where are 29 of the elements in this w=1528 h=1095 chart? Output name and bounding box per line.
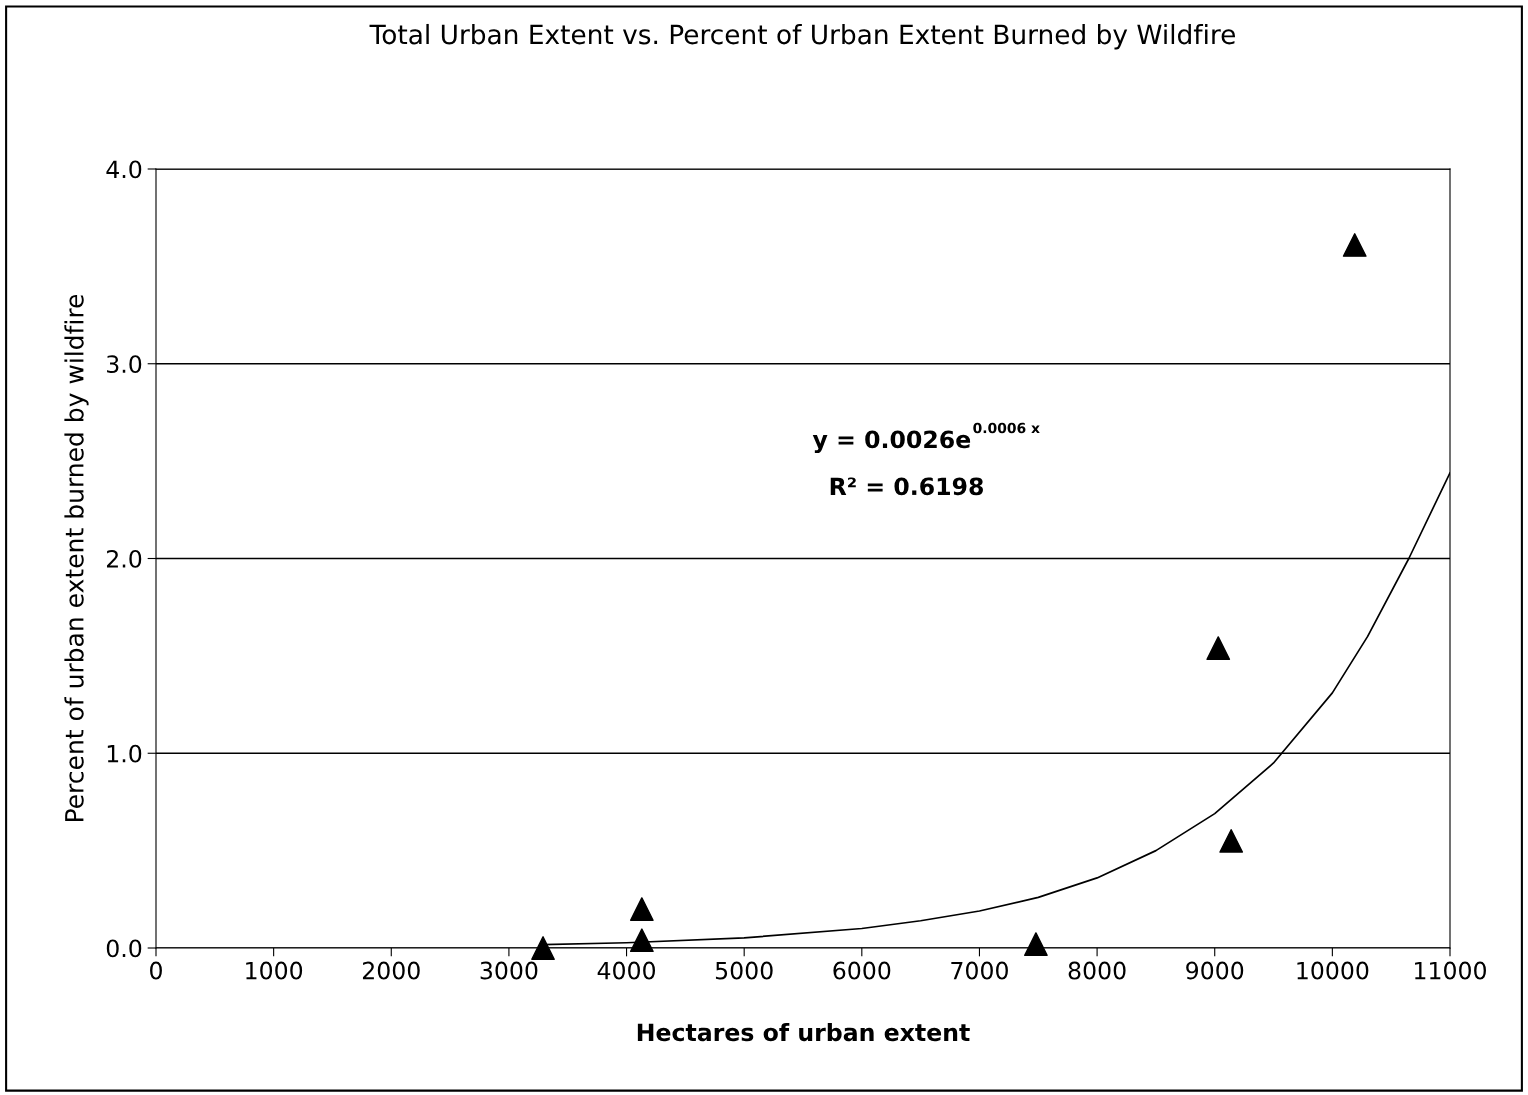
x-tick-label: 1000 [246, 961, 303, 980]
annotation: R² = 0.6198 [830, 477, 983, 496]
point [1342, 233, 1367, 257]
x-tick-label: 0 [150, 961, 162, 980]
point [1219, 828, 1244, 853]
x-tick-label: 8000 [1068, 961, 1126, 980]
y-tick-label: 3.0 [107, 355, 142, 374]
y-axis-title: Percent of urban extent burned by wildfire [64, 294, 89, 821]
point [531, 936, 555, 960]
y-tick-label: 1.0 [107, 744, 142, 763]
y-tick-label: 4.0 [106, 160, 142, 179]
x-tick-label: 9000 [1186, 961, 1244, 980]
x-tick-label: 7000 [951, 961, 1008, 980]
point [1024, 932, 1048, 956]
x-tick-label: 6000 [833, 961, 891, 980]
x-tick-label: 10000 [1297, 961, 1369, 980]
chart-title: Total Urban Extent vs. Percent of Urban Extent Burned by Wildfire [369, 23, 1235, 50]
point [629, 928, 654, 953]
point [1206, 636, 1231, 660]
x-tick-label: 11000 [1415, 961, 1486, 980]
x-tick-label: 4000 [597, 961, 656, 980]
point [629, 897, 654, 921]
y-tick-label: 2.0 [106, 549, 142, 568]
y-tick-label: 0.0 [106, 939, 142, 958]
x-tick-label: 3000 [480, 961, 538, 980]
annotation: y = 0.0026e0.0006 x [812, 422, 1040, 454]
x-axis-title: Hectares of urban extent [637, 1022, 970, 1042]
x-tick-label: 5000 [715, 961, 773, 980]
x-tick-label: 2000 [362, 961, 420, 980]
